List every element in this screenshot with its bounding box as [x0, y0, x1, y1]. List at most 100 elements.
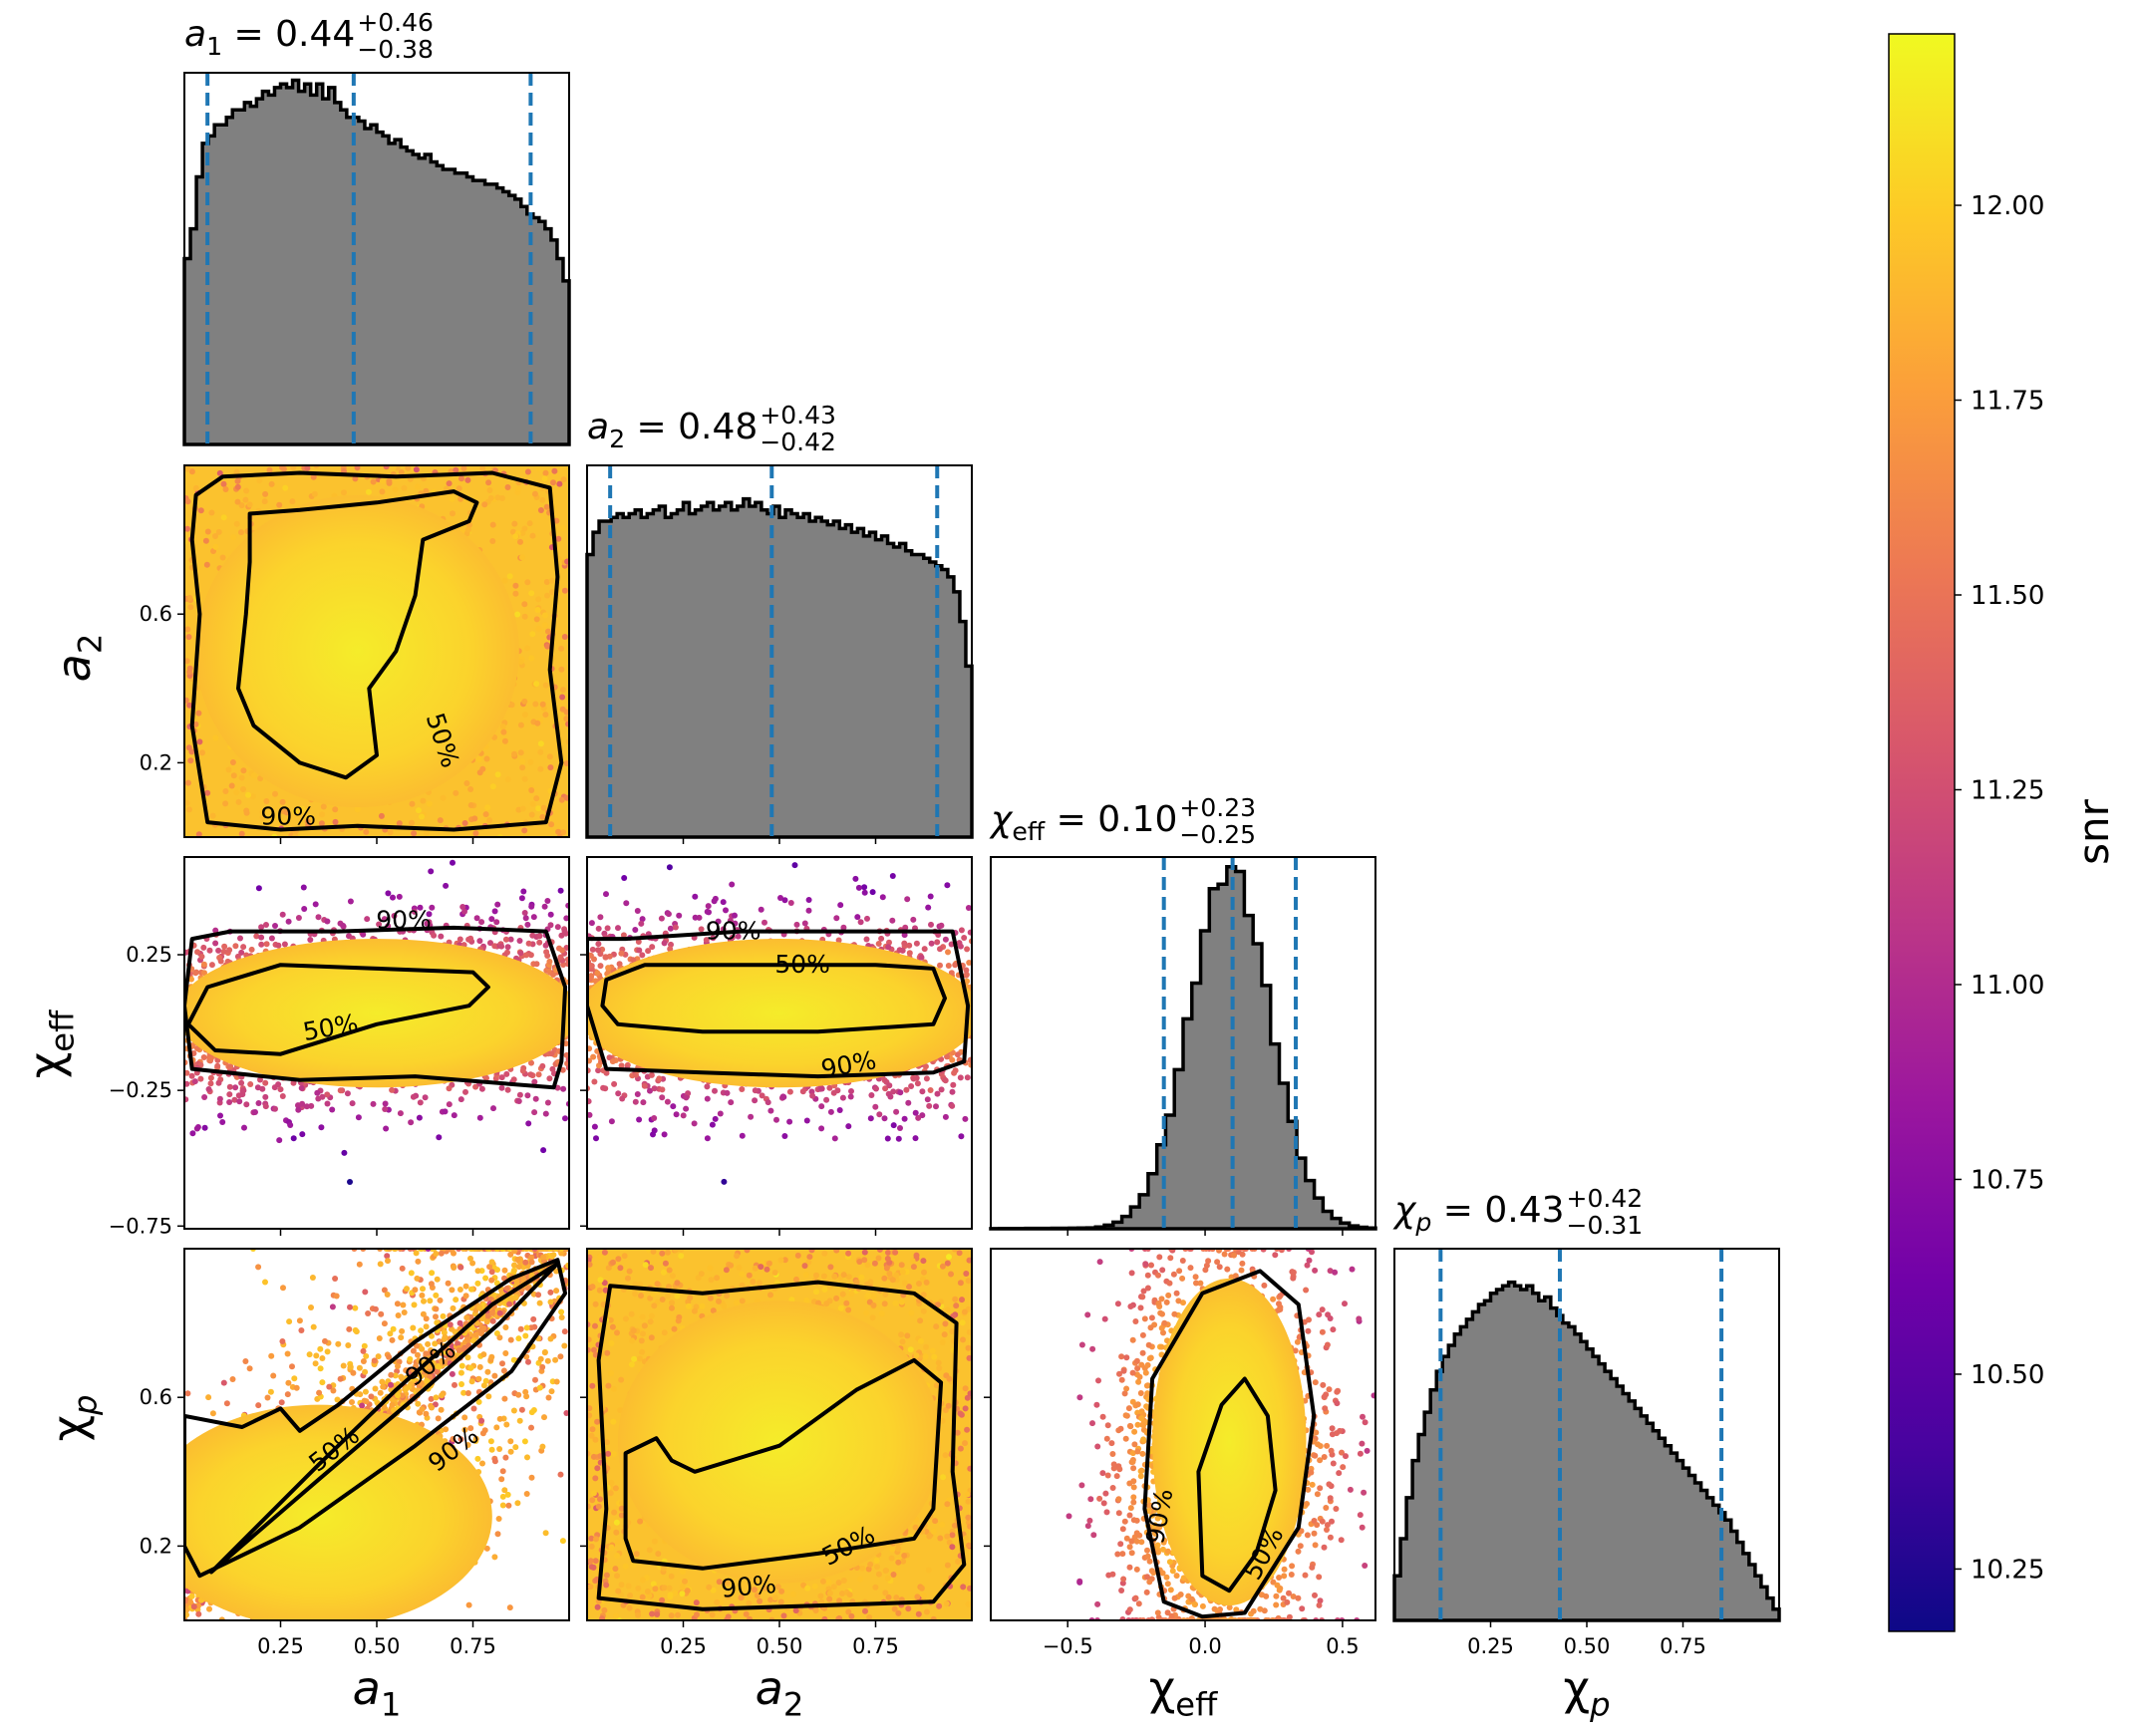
title-chieff: χeff = 0.10 +0.23−0.25: [989, 793, 1256, 849]
panel-a1-chip-ytick-label: 0.6: [140, 1385, 172, 1409]
panel-a1-a2-content: [184, 465, 569, 837]
title-chip-text: χp = 0.43: [1392, 1190, 1565, 1237]
panel-a1-chieff-ytick-label: −0.25: [109, 1078, 172, 1102]
title-a2-lower-err: −0.42: [760, 428, 836, 456]
contour-90: [596, 1280, 967, 1611]
hist-a1: [182, 72, 571, 446]
hist-a1-bars: [182, 78, 571, 446]
hist-a2-bars: [585, 496, 974, 839]
density-core: [617, 1301, 942, 1584]
contour-label-90: 90%: [260, 801, 316, 830]
density-core: [195, 494, 519, 808]
hist-chi_p: [1392, 1248, 1781, 1622]
panel-chieff-chip-frame: [990, 1248, 1376, 1621]
contour-90: [184, 1258, 568, 1579]
contour-90: [189, 470, 564, 832]
title-a1-lower-err: −0.38: [357, 35, 434, 64]
hist-chip-xtick-label: 0.50: [1564, 1634, 1611, 1658]
colorbar-tick-label: 10.75: [1971, 1165, 2044, 1195]
xlabel-a2: a2: [756, 1661, 804, 1724]
panel-a1-chieff-ytick-label: −0.75: [109, 1214, 172, 1238]
panel-a1-chip-xtick-label: 0.25: [257, 1634, 304, 1658]
colorbar-label: snr: [2069, 798, 2118, 865]
ylabel-chip: χp: [42, 1394, 105, 1441]
title-chip-upper-err: +0.42: [1567, 1184, 1644, 1213]
panel-chieff-chip-xtick-label: 0.0: [1188, 1634, 1221, 1658]
colorbar-gradient: [1888, 33, 1956, 1632]
contour-90: [587, 929, 971, 1079]
hist-chi_p-bars: [1392, 1280, 1781, 1622]
panel-a1-chip: 50%90%90%0.20.60.25 0.50 0.75: [140, 1248, 570, 1658]
title-chieff-text: χeff = 0.10: [989, 799, 1177, 846]
hist-a1-frame: [183, 72, 570, 445]
contour-50: [236, 489, 479, 780]
panel-a1-chieff-ytick-label: 0.25: [126, 943, 172, 967]
panel-a1-chieff: 90%50%−0.75−0.250.25: [109, 856, 570, 1238]
title-chieff-lower-err: −0.25: [1179, 820, 1256, 849]
ylabel-chieff: χeff: [19, 1010, 82, 1078]
panel-a2-chip-content: [587, 1249, 972, 1620]
panel-a1-chip-xtick-label: 0.50: [354, 1634, 401, 1658]
contour-label-50: 50%: [774, 950, 830, 979]
contour-50: [1196, 1376, 1278, 1593]
colorbar-tick-label: 11.75: [1971, 387, 2044, 417]
panel-a2-chip-xtick-label: 0.25: [660, 1634, 707, 1658]
contour-50: [623, 1357, 944, 1571]
colorbar-tick-label: 11.50: [1971, 581, 2044, 611]
colorbar-tick-label: 11.25: [1971, 775, 2044, 805]
ylabel-a2: a2: [47, 634, 110, 683]
density-core: [184, 1404, 492, 1620]
corner-panels: a1 = 0.44 +0.46−0.38 90% 50% 0.2 0.6 a2 = 0.48…: [109, 8, 1781, 1658]
contour-50: [209, 1261, 560, 1575]
panel-a1-chip-content: [184, 1249, 569, 1620]
contour-50: [185, 963, 490, 1056]
panel-a2-chip-xtick-label: 0.50: [757, 1634, 803, 1658]
density-core: [1152, 1278, 1307, 1606]
hist-chip-xtick-label: 0.25: [1467, 1634, 1514, 1658]
panel-a2-chieff: 90%50%90%: [580, 856, 973, 1236]
title-a1-text: a1 = 0.44: [184, 14, 355, 61]
panel-a1-a2-ytick-label: 0.2: [140, 750, 172, 774]
xlabel-chip: χp: [1563, 1661, 1610, 1724]
panel-chieff-chip-content: [1066, 1249, 1375, 1620]
contour-label-90: 90%: [720, 1570, 777, 1603]
title-a2: a2 = 0.48 +0.43−0.42: [587, 401, 836, 456]
panel-a2-chip: 90%50%0.25 0.50 0.75: [580, 1248, 973, 1658]
contour-90: [1142, 1269, 1317, 1619]
panel-a1-chip-xtick-label: 0.75: [450, 1634, 496, 1658]
title-a2-upper-err: +0.43: [760, 401, 836, 430]
panel-a1-chieff-content: [184, 859, 569, 1185]
panel-chieff-chip-xtick-label: −0.5: [1043, 1634, 1093, 1658]
hist-chi_eff: [989, 856, 1377, 1231]
hist-chi_eff-bars: [989, 865, 1377, 1231]
hist-chip-xtick-label: 0.75: [1660, 1634, 1706, 1658]
title-chip-lower-err: −0.31: [1567, 1211, 1644, 1240]
panel-chieff-chip: 90%50%−0.5 0.0 0.5: [984, 1248, 1376, 1658]
title-a1: a1 = 0.44 +0.46−0.38: [184, 8, 434, 64]
panel-a1-chip-ytick-label: 0.2: [140, 1534, 172, 1558]
title-chieff-upper-err: +0.23: [1179, 793, 1256, 822]
panel-a2-chip-xtick-label: 0.75: [852, 1634, 899, 1658]
title-chip: χp = 0.43 +0.42−0.31: [1392, 1184, 1643, 1240]
contour-label-90: 90%: [376, 905, 432, 934]
colorbar-tick-label: 10.50: [1971, 1360, 2044, 1390]
snr-colorbar: 10.25 10.50 10.75 11.00 11.25 11.50 11.75 12.00…: [1888, 33, 2118, 1632]
hist-a2: [585, 464, 974, 839]
panel-chieff-chip-xtick-label: 0.5: [1326, 1634, 1359, 1658]
panel-a1-a2: 90%50%0.20.6: [140, 464, 570, 844]
colorbar-tick-label: 10.25: [1971, 1555, 2044, 1585]
title-a2-text: a2 = 0.48: [587, 407, 758, 453]
density-core: [184, 939, 569, 1088]
title-a1-upper-err: +0.46: [357, 8, 434, 37]
contour-90: [184, 925, 568, 1090]
density-core: [587, 939, 972, 1088]
colorbar-tick-label: 12.00: [1971, 191, 2044, 221]
xlabel-a1: a1: [353, 1661, 402, 1724]
contour-label-90: 90%: [706, 917, 761, 946]
hist-chi_eff-frame: [990, 856, 1376, 1230]
xlabel-chieff: χeff: [1149, 1661, 1218, 1724]
panel-a1-a2-ytick-label: 0.6: [140, 602, 172, 626]
colorbar-tick-label: 11.00: [1971, 971, 2044, 1001]
contour-50: [600, 963, 947, 1034]
